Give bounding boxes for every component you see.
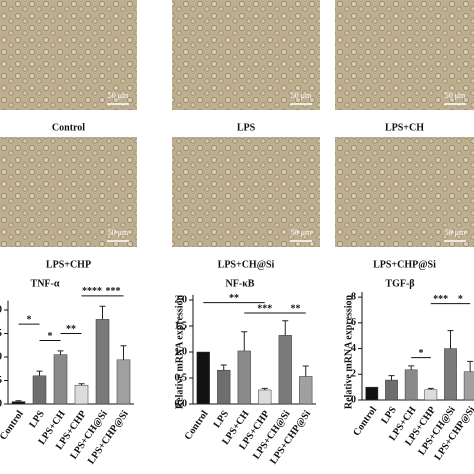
y-tick-label: 2 xyxy=(351,369,356,380)
scale-bar-label: 50 μm xyxy=(291,228,312,237)
significance-label: * xyxy=(419,348,424,359)
error-bar xyxy=(220,364,227,371)
chart-title: TGF-β xyxy=(385,278,414,289)
x-tick-label: Control xyxy=(351,405,379,439)
y-tick-label: 1.5 xyxy=(175,320,188,331)
bar xyxy=(116,359,131,405)
x-tick-label: Control xyxy=(183,409,211,443)
chart-title: TNF-α xyxy=(31,278,60,289)
significance-label: * xyxy=(48,331,53,342)
y-tick-label: 0 xyxy=(351,394,356,405)
scale-bar-label: 50 μm xyxy=(108,91,129,100)
bar xyxy=(299,376,313,405)
error-bar xyxy=(302,365,309,377)
micrograph xyxy=(172,0,320,110)
micrograph xyxy=(0,0,137,110)
error-bar xyxy=(241,331,248,351)
error-bar xyxy=(261,387,268,390)
y-tick-label: 0.5 xyxy=(175,372,188,383)
y-tick-label: 10 xyxy=(0,351,2,362)
error-bar xyxy=(408,365,415,370)
significance-label: * xyxy=(27,314,32,325)
bar xyxy=(365,386,379,401)
y-axis-label: Relative mRNA expression xyxy=(343,294,354,409)
significance-label: *** xyxy=(257,303,272,314)
micrograph xyxy=(335,0,474,110)
image-label: LPS+CHP@Si xyxy=(373,259,436,270)
error-bar xyxy=(447,330,454,349)
bar xyxy=(196,351,210,405)
image-label: LPS+CHP xyxy=(46,259,91,270)
error-bar xyxy=(57,350,64,355)
significance-label: ** xyxy=(66,324,76,335)
image-label: LPS xyxy=(237,122,256,133)
y-tick-label: 0 xyxy=(0,398,2,409)
y-tick-label: 0.0 xyxy=(175,398,188,409)
y-axis-label: Relative mRNA expression xyxy=(174,294,185,409)
error-bar xyxy=(120,345,127,360)
scale-bar-label: 50 μm xyxy=(445,228,466,237)
error-bar xyxy=(467,360,474,372)
error-bar xyxy=(99,305,106,320)
significance-label: ** xyxy=(291,303,301,314)
bar xyxy=(217,369,231,405)
bar xyxy=(404,369,418,401)
x-tick-label: LPS xyxy=(212,408,232,430)
scale-bar-label: 50 μm xyxy=(291,91,312,100)
significance-label: * xyxy=(458,294,463,305)
image-label: LPS+CH xyxy=(385,122,424,133)
scale-bar-label: 50 μm xyxy=(108,228,129,237)
image-label: Control xyxy=(52,122,85,133)
y-tick-label: 8 xyxy=(351,291,356,302)
bar xyxy=(385,379,398,401)
y-tick-label: 5 xyxy=(0,375,2,386)
significance-label: *** xyxy=(433,294,448,305)
significance-label: *** xyxy=(106,286,121,297)
micrograph xyxy=(0,137,137,247)
error-bar xyxy=(36,370,43,376)
error-bar xyxy=(78,383,85,386)
y-tick-label: 2.0 xyxy=(175,294,188,305)
bar xyxy=(444,348,457,401)
bar xyxy=(424,389,438,401)
image-label: LPS+CH@Si xyxy=(218,259,275,270)
y-tick-label: 1.0 xyxy=(175,346,188,357)
scale-bar-label: 50 μm xyxy=(445,91,466,100)
y-tick-label: 4 xyxy=(351,343,356,354)
bar xyxy=(95,319,110,405)
bar xyxy=(278,335,292,405)
bar xyxy=(258,389,272,405)
y-tick-label: 20 xyxy=(0,304,2,315)
micrograph xyxy=(172,137,320,247)
bar xyxy=(53,354,68,405)
y-tick-label: 6 xyxy=(351,317,356,328)
error-bar xyxy=(282,320,289,336)
bar xyxy=(32,375,47,405)
error-bar xyxy=(388,375,395,381)
x-tick-label: LPS xyxy=(27,408,47,430)
bar xyxy=(74,384,89,405)
bar xyxy=(237,350,251,405)
bar xyxy=(11,401,26,405)
chart-title: NF-κB xyxy=(226,278,255,289)
error-bar xyxy=(15,400,22,402)
error-bar xyxy=(427,387,434,390)
significance-label: **** xyxy=(82,286,102,297)
x-tick-label: Control xyxy=(0,409,26,443)
significance-label: ** xyxy=(229,293,239,304)
bar xyxy=(463,371,474,401)
y-tick-label: 15 xyxy=(0,328,2,339)
micrograph xyxy=(335,137,474,247)
